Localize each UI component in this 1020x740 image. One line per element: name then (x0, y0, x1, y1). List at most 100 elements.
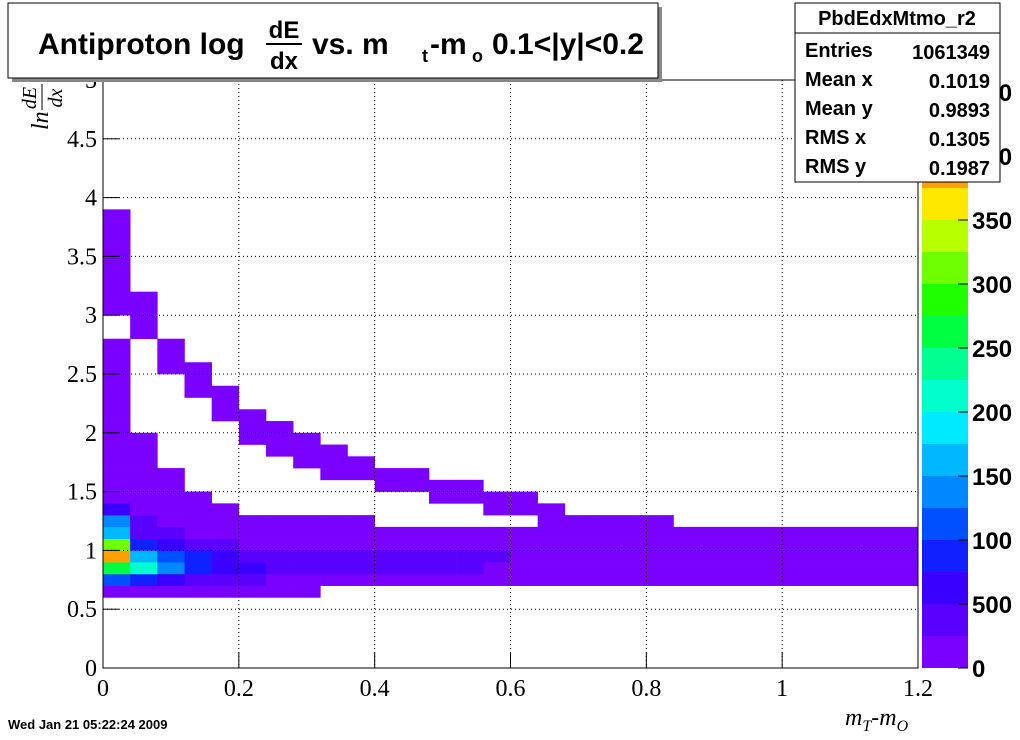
cell (619, 550, 647, 563)
cell (592, 562, 620, 575)
x-label-m2: -m (871, 705, 896, 731)
cell (103, 456, 131, 469)
cell (809, 573, 837, 586)
cell (863, 550, 892, 563)
cell (103, 362, 131, 375)
z-tick-label: 350 (972, 208, 1012, 235)
cell (103, 515, 131, 528)
x-label-sub1: T (862, 718, 872, 735)
cell (293, 538, 321, 551)
cell (103, 479, 131, 492)
cell (429, 491, 457, 504)
cell (103, 503, 131, 516)
cell (184, 538, 212, 551)
cell (184, 526, 212, 539)
palette-swatch (922, 540, 968, 572)
cell (646, 550, 674, 563)
cell (347, 468, 375, 481)
cell (483, 550, 511, 563)
cell (103, 256, 131, 269)
cell (619, 562, 647, 575)
cell (700, 562, 729, 575)
cell (266, 515, 294, 528)
stats-box: PbdEdxMtmo_r2 Entries 1061349 Mean x 0.1019… (794, 2, 1001, 183)
palette-axis: 0500100150200250300350400450 (922, 80, 1012, 683)
cell (863, 573, 892, 586)
cell (483, 562, 511, 575)
cell (890, 526, 919, 539)
cell (157, 479, 185, 492)
cell (374, 526, 403, 539)
cell (211, 585, 240, 598)
cell (646, 515, 674, 528)
stats-value: 0.1019 (929, 71, 990, 93)
cell (456, 479, 484, 492)
cell (130, 303, 158, 316)
cell (564, 573, 593, 586)
title: Antiproton log dE dx vs. m t -m o 0.1<|y… (38, 17, 644, 75)
title-prefix: Antiproton log (38, 28, 245, 61)
cell (890, 550, 919, 563)
cell (836, 550, 864, 563)
cell (727, 538, 756, 551)
cell (782, 562, 810, 575)
cell (456, 573, 484, 586)
cell (103, 397, 131, 410)
cell (184, 550, 212, 563)
cell (320, 456, 348, 469)
cell (836, 562, 864, 575)
cell (347, 538, 375, 551)
cell (809, 526, 837, 539)
cell (755, 562, 783, 575)
cell (347, 456, 375, 469)
cell (619, 538, 647, 551)
cell (809, 538, 837, 551)
cell (103, 350, 131, 363)
cell (320, 468, 348, 481)
x-label-sub2: O (897, 718, 909, 735)
cell (184, 374, 212, 387)
cell (401, 573, 430, 586)
cell (646, 573, 674, 586)
cell (211, 515, 240, 528)
cell (809, 562, 837, 575)
cell (510, 526, 538, 539)
cell (184, 573, 212, 586)
x-axis-label: mT-mO (845, 705, 909, 735)
cell (890, 573, 919, 586)
cell (103, 421, 131, 434)
cell (238, 538, 267, 551)
cell (103, 232, 131, 245)
cell (374, 468, 403, 481)
cell (238, 432, 267, 445)
x-tick-label: 0.6 (496, 676, 526, 702)
cell (456, 550, 484, 563)
cell (293, 550, 321, 563)
cell (673, 526, 701, 539)
x-tick-label: 1.2 (903, 676, 933, 702)
cell (103, 468, 131, 481)
cell (564, 526, 593, 539)
cell (592, 515, 620, 528)
cell (646, 562, 674, 575)
cell (103, 385, 131, 398)
y-tick-label: 0.5 (67, 597, 97, 623)
cell (184, 515, 212, 528)
cell (293, 456, 321, 469)
palette-swatch (922, 572, 968, 604)
x-tick-label: 1 (776, 676, 788, 702)
cell (157, 362, 185, 375)
cell (537, 550, 566, 563)
cell (238, 515, 267, 528)
cell (429, 573, 457, 586)
cell (863, 562, 892, 575)
cell (320, 444, 348, 457)
cell (537, 538, 566, 551)
cell (320, 515, 348, 528)
cell (293, 585, 321, 598)
title-sub1: t (422, 46, 428, 66)
cell (130, 326, 158, 340)
palette-swatch (922, 604, 968, 636)
palette-swatch (922, 380, 968, 412)
